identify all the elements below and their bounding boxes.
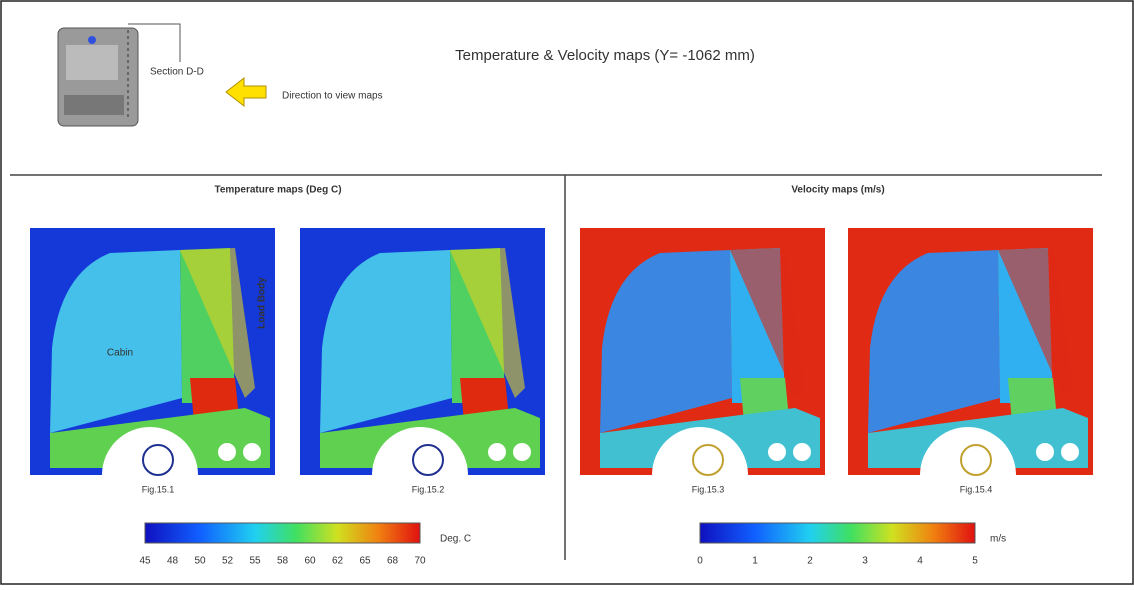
colorbar-tick: 5 <box>972 556 978 567</box>
spot <box>1061 443 1079 461</box>
colorbar-tick: 62 <box>332 556 344 567</box>
panel-title: Velocity maps (m/s) <box>791 185 884 196</box>
figure-label: Fig.15.3 <box>692 484 725 494</box>
colorbar-tick: 58 <box>277 556 289 567</box>
spot <box>1036 443 1054 461</box>
section-label: Section D-D <box>150 67 204 78</box>
colorbar-tick: 68 <box>387 556 399 567</box>
spot <box>218 443 236 461</box>
slide: Temperature & Velocity maps (Y= -1062 mm… <box>0 0 1134 585</box>
spot <box>488 443 506 461</box>
panel-title: Temperature maps (Deg C) <box>214 185 341 196</box>
colorbar <box>700 523 975 543</box>
wheel-arch <box>920 427 1016 523</box>
colorbar-tick: 48 <box>167 556 179 567</box>
figure-label: Fig.15.2 <box>412 484 445 494</box>
colorbar-tick: 3 <box>862 556 868 567</box>
direction-label: Direction to view maps <box>282 91 383 102</box>
spot <box>513 443 531 461</box>
colorbar-tick: 50 <box>194 556 206 567</box>
colorbar-unit: m/s <box>990 534 1006 545</box>
colorbar-tick: 2 <box>807 556 813 567</box>
wheel-arch <box>652 427 748 523</box>
colorbar <box>145 523 420 543</box>
colorbar-tick: 4 <box>917 556 923 567</box>
colorbar-tick: 60 <box>304 556 316 567</box>
map-label: Cabin <box>107 348 133 359</box>
wheel-arch <box>102 427 198 523</box>
colorbar-tick: 52 <box>222 556 234 567</box>
colorbar-tick: 65 <box>359 556 371 567</box>
colorbar-tick: 55 <box>249 556 261 567</box>
spot <box>243 443 261 461</box>
colorbar-tick: 45 <box>139 556 151 567</box>
header-title: Temperature & Velocity maps (Y= -1062 mm… <box>455 47 755 64</box>
colorbar-unit: Deg. C <box>440 534 471 545</box>
figure-label: Fig.15.4 <box>960 484 993 494</box>
spot <box>793 443 811 461</box>
wheel-arch <box>372 427 468 523</box>
colorbar-tick: 0 <box>697 556 703 567</box>
figure-label: Fig.15.1 <box>142 484 175 494</box>
colorbar-tick: 70 <box>414 556 426 567</box>
colorbar-tick: 1 <box>752 556 758 567</box>
map-label: Load Body <box>257 277 268 329</box>
spot <box>768 443 786 461</box>
